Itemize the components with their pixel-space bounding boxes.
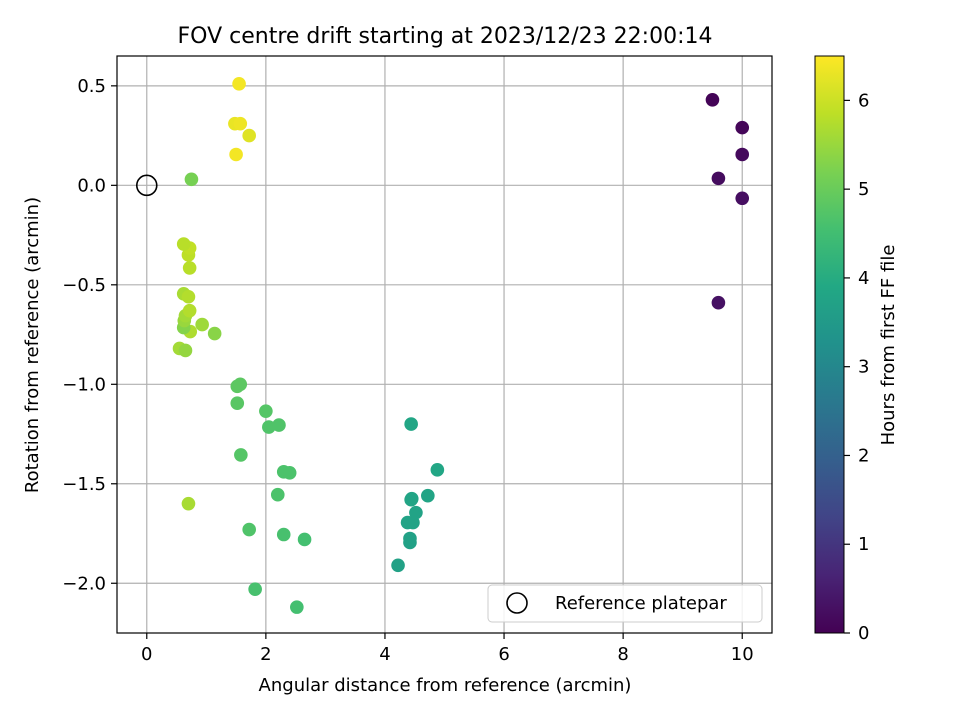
scatter-point <box>230 396 245 410</box>
scatter-point <box>403 531 417 546</box>
scatter-point <box>233 116 248 131</box>
scatter-point <box>233 377 248 392</box>
colorbar-tick-label: 5 <box>858 179 869 200</box>
x-tick-label: 4 <box>379 644 390 665</box>
y-tick-label: −1.5 <box>62 474 106 495</box>
y-axis-label: Rotation from reference (arcmin) <box>22 197 43 493</box>
scatter-point <box>181 289 196 304</box>
scatter-point <box>181 496 196 511</box>
scatter-point <box>178 343 193 358</box>
scatter-point <box>259 404 273 418</box>
grid <box>117 56 772 633</box>
scatter-point <box>735 147 750 162</box>
colorbar-label: Hours from first FF file <box>878 245 899 446</box>
scatter-point <box>297 532 312 547</box>
scatter-point <box>391 558 405 573</box>
scatter-point <box>248 582 262 597</box>
scatter-point <box>290 600 304 614</box>
scatter-point <box>404 417 418 431</box>
x-axis-ticks: 0 2 4 6 8 10 <box>141 633 754 665</box>
y-axis-ticks: −2.0 −1.5 −1.0 −0.5 0.0 0.5 <box>62 76 117 594</box>
colorbar-tick-label: 1 <box>858 534 869 555</box>
colorbar-tick-label: 4 <box>858 268 869 289</box>
x-tick-label: 10 <box>731 644 754 665</box>
x-tick-label: 6 <box>498 644 509 665</box>
scatter-point <box>272 418 286 432</box>
scatter-point <box>195 317 209 332</box>
x-tick-label: 8 <box>617 644 628 665</box>
colorbar-tick-label: 3 <box>858 357 869 378</box>
scatter-point <box>409 505 423 520</box>
scatter-point <box>182 261 197 275</box>
scatter-point <box>705 92 720 107</box>
scatter-point <box>270 487 285 502</box>
y-tick-label: −2.0 <box>62 573 106 594</box>
scatter-point <box>711 295 726 310</box>
scatter-point <box>176 237 191 251</box>
legend-marker <box>506 592 528 614</box>
x-tick-label: 0 <box>141 644 152 665</box>
scatter-point <box>207 326 222 341</box>
chart-title: FOV centre drift starting at 2023/12/23 … <box>178 24 713 49</box>
scatter-point <box>404 491 419 506</box>
legend-label: Reference platepar <box>555 593 727 614</box>
scatter-points <box>172 77 750 614</box>
scatter-point <box>182 303 197 318</box>
colorbar-tick-label: 2 <box>858 445 869 466</box>
plot-frame <box>116 55 773 634</box>
scatter-point <box>421 488 435 503</box>
colorbar-tick-label: 0 <box>858 623 869 644</box>
legend-box <box>487 584 763 623</box>
scatter-point <box>735 120 750 135</box>
scatter-point <box>242 522 256 537</box>
y-tick-label: 0.5 <box>77 76 106 97</box>
scatter-point <box>282 466 297 480</box>
x-axis-label: Angular distance from reference (arcmin) <box>259 675 632 696</box>
scatter-point <box>184 172 199 187</box>
scatter-point <box>430 463 445 477</box>
colorbar-tick-label: 6 <box>858 90 869 111</box>
y-tick-label: −1.0 <box>62 374 106 395</box>
reference-marker <box>135 174 158 197</box>
colorbar <box>814 55 845 634</box>
scatter-point <box>262 420 276 434</box>
x-tick-label: 2 <box>260 644 271 665</box>
colorbar-ticks: 0 1 2 3 4 5 6 <box>844 90 869 644</box>
scatter-point <box>234 448 248 462</box>
scatter-point <box>242 128 256 143</box>
scatter-point <box>735 191 750 206</box>
scatter-point <box>229 147 243 162</box>
y-tick-label: 0.0 <box>77 175 106 196</box>
scatter-point <box>232 77 246 91</box>
legend: Reference platepar <box>487 584 763 623</box>
y-tick-label: −0.5 <box>62 275 106 296</box>
scatter-point <box>276 527 291 542</box>
scatter-point <box>711 171 726 186</box>
